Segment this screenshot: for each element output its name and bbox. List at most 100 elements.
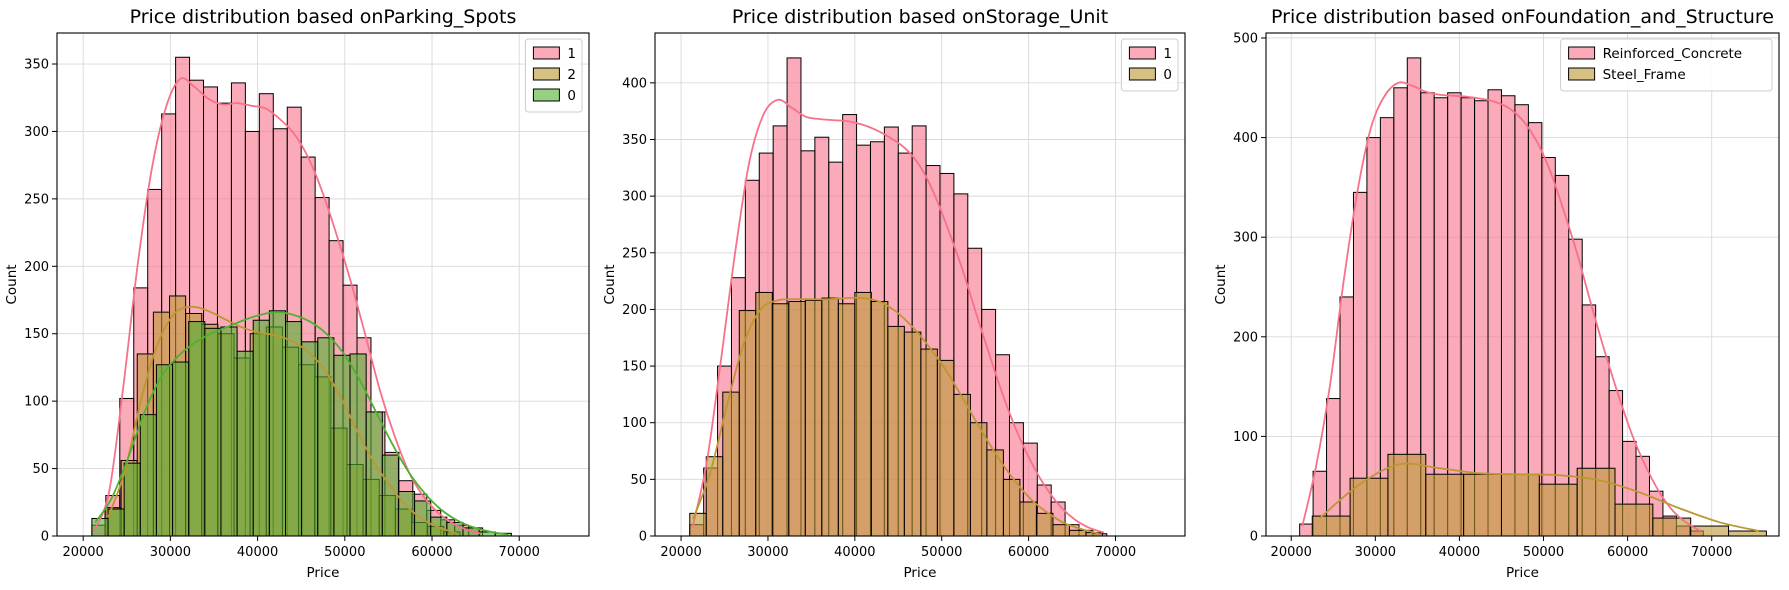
legend-swatch <box>532 88 560 102</box>
histogram-bar <box>188 321 206 537</box>
histogram-bar <box>1500 95 1516 537</box>
histogram-bar <box>1068 529 1087 537</box>
histogram-bar <box>381 454 399 537</box>
histogram-bar <box>1425 473 1465 537</box>
histogram-bar <box>755 291 773 537</box>
legend-swatch <box>532 67 560 81</box>
legend: Reinforced_Concrete Steel_Frame <box>1560 38 1773 92</box>
histogram-bar <box>870 300 889 537</box>
chart-panel-3: 20000 30000 40000 50000 60000 70000 0 100 200 300… <box>1213 6 1780 581</box>
chart-title: Price distribution based onStorage_Unit <box>732 6 1108 28</box>
histogram-bar <box>1035 512 1054 537</box>
legend-label: 1 <box>1163 46 1172 62</box>
histogram-bar <box>1311 515 1351 537</box>
histogram-bar <box>953 393 971 537</box>
series-Steel_Frame-bars <box>1311 453 1767 537</box>
histogram-bar <box>1387 453 1427 537</box>
legend: 1 2 0 <box>524 38 583 113</box>
series-0-kde-line <box>692 296 1100 535</box>
histogram-bar <box>1460 97 1476 537</box>
histogram-bar <box>1500 473 1540 537</box>
y-tick-label: 0 <box>41 530 49 545</box>
histogram-bar <box>1514 104 1529 537</box>
y-tick-label: 300 <box>622 190 647 205</box>
histogram-bar <box>172 361 190 537</box>
x-tick-label: 60000 <box>411 545 452 560</box>
y-tick-label: 400 <box>1233 131 1258 146</box>
series-1-kde-line <box>691 98 1105 534</box>
histogram-bar <box>252 319 270 537</box>
y-tick-label: 250 <box>24 192 49 207</box>
histogram-bar <box>1728 530 1767 537</box>
histogram-bar <box>155 364 174 537</box>
x-tick-label: 30000 <box>747 545 788 560</box>
y-tick-label: 150 <box>24 327 49 342</box>
histogram-bar <box>1002 478 1021 537</box>
y-tick-label: 300 <box>24 125 49 140</box>
series-Reinforced_Concrete-kde-line <box>1301 81 1702 532</box>
x-tick-label: 60000 <box>1607 545 1648 560</box>
legend-swatch <box>1568 46 1596 60</box>
series-Steel_Frame-kde-line <box>1319 462 1760 532</box>
histogram-bar <box>1538 483 1578 537</box>
x-axis-label: Price <box>904 565 937 581</box>
y-tick-label: 500 <box>1233 31 1258 46</box>
x-tick-label: 50000 <box>921 545 962 560</box>
y-tick-label: 0 <box>1250 530 1258 545</box>
x-tick-label: 30000 <box>150 545 191 560</box>
legend-swatch <box>1568 67 1596 81</box>
y-axis-label: Count <box>602 264 618 304</box>
x-tick-label: 30000 <box>1355 545 1396 560</box>
legend-label: Steel_Frame <box>1603 67 1686 83</box>
histogram-bar <box>804 299 823 537</box>
histogram-bar <box>1541 157 1556 537</box>
legend-swatch <box>1128 46 1156 60</box>
plot-area-border <box>654 32 1186 537</box>
y-axis-label: Count <box>1213 264 1229 304</box>
histogram-bar <box>220 326 238 537</box>
histogram-bar <box>1614 503 1654 537</box>
histogram-bar <box>1326 398 1341 537</box>
x-axis-label: Price <box>1506 565 1539 581</box>
histogram-bar <box>301 341 319 537</box>
histogram-bar <box>139 414 157 537</box>
y-tick-label: 400 <box>622 76 647 91</box>
histogram-bar <box>268 310 286 537</box>
histogram-bar <box>1487 89 1502 537</box>
histogram-bar <box>920 348 938 537</box>
chart-panel-2: 20000 30000 40000 50000 60000 700000501001502… <box>602 6 1186 581</box>
x-tick-label: 60000 <box>1008 545 1049 560</box>
legend: 10 <box>1120 38 1179 92</box>
x-axis-label: Price <box>307 565 340 581</box>
y-tick-label: 100 <box>622 416 647 431</box>
histogram-bar <box>1554 174 1570 537</box>
series-Reinforced_Concrete-bars <box>1299 57 1704 537</box>
histogram-bar <box>738 310 757 537</box>
histogram-bar <box>1433 97 1449 537</box>
legend-swatch <box>532 46 560 60</box>
series-0-bars <box>689 291 1103 537</box>
chart-panel-1: 20000 30000 40000 50000 60000 70000 0 50 100 150 2… <box>4 6 590 581</box>
y-tick-label: 100 <box>1233 430 1258 445</box>
histogram-bar <box>903 331 922 537</box>
histogram-bar <box>771 303 790 537</box>
histogram-bar <box>1463 473 1502 537</box>
histogram-bar <box>333 354 351 537</box>
histogram-bar <box>1474 100 1489 537</box>
histogram-bar <box>284 321 303 537</box>
series-0-kde-line <box>94 311 509 536</box>
histogram-bar <box>887 325 905 537</box>
y-tick-label: 50 <box>32 462 49 477</box>
y-tick-label: 200 <box>24 260 49 275</box>
legend-label: 1 <box>567 46 576 62</box>
histogram-bar <box>204 327 222 537</box>
y-tick-label: 150 <box>622 360 647 375</box>
x-tick-label: 20000 <box>660 545 701 560</box>
histogram-bar <box>365 411 383 537</box>
y-tick-label: 250 <box>622 246 647 261</box>
histogram-bar <box>1052 524 1070 537</box>
histogram-bar <box>123 462 141 537</box>
series-1-kde-line <box>93 77 481 535</box>
x-tick-label: 40000 <box>834 545 875 560</box>
